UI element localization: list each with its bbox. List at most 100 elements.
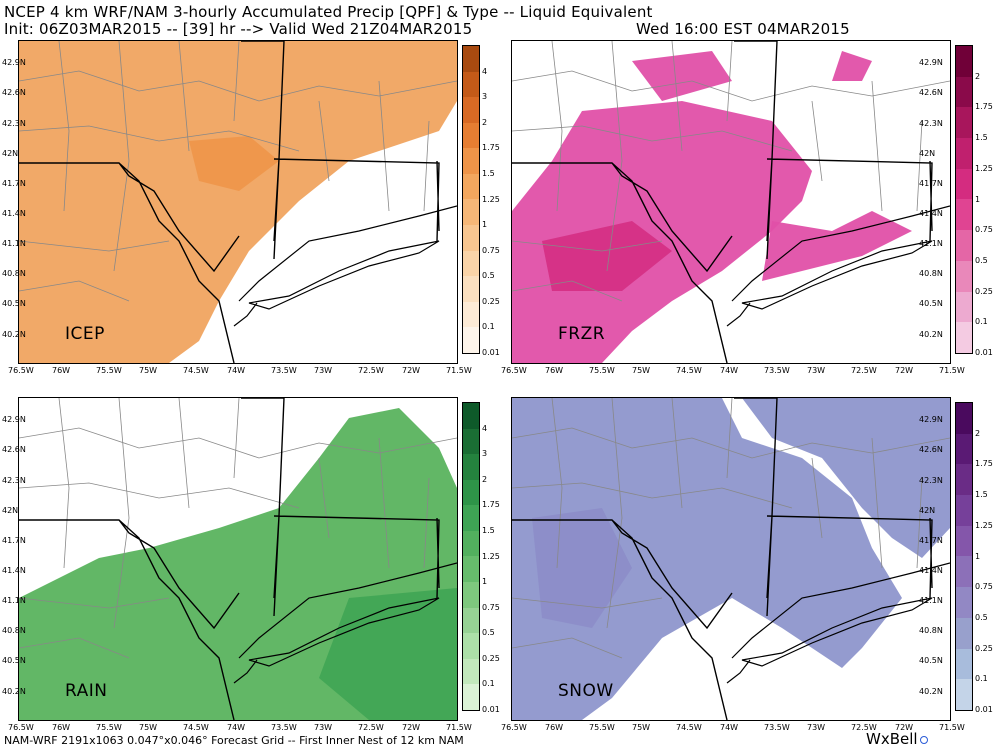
state-borders [19, 398, 440, 720]
lon-label: 76W [545, 366, 564, 375]
colorbar-segment [463, 97, 479, 123]
colorbar-segment [463, 46, 479, 72]
colorbar-segment [463, 633, 479, 659]
lat-label: 42.3N [2, 476, 26, 485]
footer-grid-info: NAM-WRF 2191x1063 0.047°x0.046° Forecast… [4, 734, 464, 747]
colorbar-segment [463, 225, 479, 251]
lon-label: 76W [52, 723, 71, 732]
brand-dot-icon [919, 736, 928, 744]
lon-label: 76W [52, 366, 71, 375]
colorbar-tick: 2 [482, 117, 488, 127]
lat-label: 41.4N [919, 209, 943, 218]
lon-label: 71.5W [446, 723, 472, 732]
panel-label-rain: RAIN [65, 681, 108, 701]
colorbar-frzr [955, 45, 973, 354]
colorbar-segment [463, 148, 479, 174]
lat-label: 42.9N [2, 58, 26, 67]
map-canvas-icep [19, 41, 457, 363]
colorbar-snow [955, 402, 973, 711]
colorbar-segment [956, 291, 972, 323]
lat-label: 41.4N [919, 566, 943, 575]
colorbar-segment [956, 433, 972, 465]
colorbar-tick: 1.75 [975, 459, 993, 469]
lat-label: 42.6N [919, 88, 943, 97]
map-canvas-rain [19, 398, 457, 720]
lon-label: 72.5W [851, 723, 877, 732]
colorbar-tick: 2 [482, 474, 488, 484]
colorbar-rain [462, 402, 480, 711]
colorbar-segment [463, 173, 479, 200]
lon-label: 74W [720, 366, 739, 375]
colorbar-segment [956, 403, 972, 434]
lon-label: 71.5W [446, 366, 472, 375]
lat-label: 42.6N [919, 445, 943, 454]
lat-label: 42.3N [919, 119, 943, 128]
lat-label: 41.7N [919, 179, 943, 188]
valid-local-time: Wed 16:00 EST 04MAR2015 [636, 20, 850, 38]
colorbar-segment [463, 607, 479, 634]
colorbar-tick: 0.01 [482, 705, 500, 714]
colorbar-tick: 0.75 [975, 225, 993, 235]
colorbar-tick: 2 [975, 428, 981, 438]
colorbar-segment [956, 322, 972, 353]
lat-label: 42.6N [2, 88, 26, 97]
colorbar-segment [463, 684, 479, 710]
colorbar-tick: 3 [482, 92, 488, 102]
lat-label: 40.8N [2, 269, 26, 278]
colorbar-segment [463, 505, 479, 531]
colorbar-tick: 1.25 [975, 520, 993, 530]
precip-heavy-frzr [542, 221, 672, 291]
colorbar-tick: 1.5 [975, 133, 988, 143]
lon-label: 76.5W [501, 723, 527, 732]
colorbar-tick: 1 [975, 551, 981, 561]
lon-label: 73.5W [764, 366, 790, 375]
lon-label: 73W [807, 723, 826, 732]
panel-label-snow: SNOW [558, 681, 614, 701]
state-borders [19, 41, 440, 363]
map-panel-frzr: FRZR [511, 40, 951, 364]
colorbar-segment [956, 260, 972, 292]
county-lines [19, 398, 457, 659]
coastline [233, 205, 457, 327]
colorbar-segment [956, 107, 972, 139]
colorbar-tick: 0.25 [482, 653, 500, 663]
lon-label: 72W [895, 723, 914, 732]
lon-label: 71.5W [939, 366, 965, 375]
colorbar-segment [956, 617, 972, 649]
lon-label: 74.5W [183, 723, 209, 732]
colorbar-segment [956, 648, 972, 680]
colorbar-tick: 1.5 [482, 168, 495, 178]
lon-label: 74W [227, 366, 246, 375]
precip-heavy-icep [189, 136, 279, 191]
coastline [726, 562, 950, 684]
colorbar-segment [956, 138, 972, 169]
lat-label: 42.9N [919, 415, 943, 424]
colorbar-tick: 0.5 [975, 612, 988, 622]
precip-area-icep [19, 41, 457, 363]
lat-label: 41.7N [919, 536, 943, 545]
map-canvas-snow [512, 398, 950, 720]
colorbar-segment [463, 403, 479, 429]
colorbar-tick: 0.1 [975, 317, 988, 327]
colorbar-segment [956, 76, 972, 108]
colorbar-segment [463, 530, 479, 557]
lat-label: 41.4N [2, 566, 26, 575]
colorbar-tick: 3 [482, 449, 488, 459]
precip-area-snow [512, 398, 902, 720]
lon-label: 73W [314, 723, 333, 732]
precip-heavy-snow [532, 508, 632, 628]
lon-label: 73.5W [271, 723, 297, 732]
colorbar-tick: 1.75 [482, 500, 500, 510]
colorbar-segment [463, 327, 479, 353]
colorbar-segment [463, 658, 479, 685]
precip-area-frzr [512, 101, 812, 363]
lat-label: 42.3N [919, 476, 943, 485]
lon-label: 74W [227, 723, 246, 732]
lat-label: 41.1N [2, 596, 26, 605]
colorbar-tick: 1.25 [482, 194, 500, 204]
lon-label: 75.5W [589, 723, 615, 732]
brand-text: WxBell [866, 730, 918, 748]
colorbar-icep [462, 45, 480, 354]
colorbar-tick: 1.5 [975, 490, 988, 500]
colorbar-segment [463, 71, 479, 98]
